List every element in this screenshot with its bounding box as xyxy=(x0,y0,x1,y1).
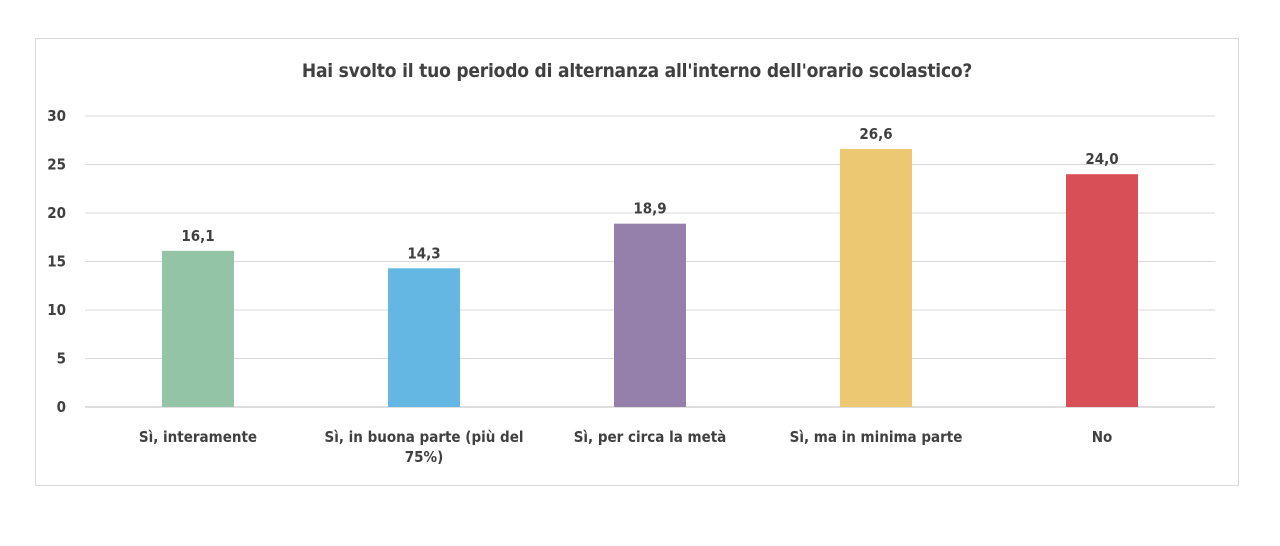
bar xyxy=(614,223,686,407)
y-tick-label: 15 xyxy=(47,253,66,271)
y-tick-label: 0 xyxy=(57,398,66,416)
bar xyxy=(840,148,912,408)
bar xyxy=(388,268,460,407)
data-label: 16,1 xyxy=(181,227,214,245)
data-label: 24,0 xyxy=(1085,150,1118,168)
x-tick-label: Sì, interamente xyxy=(138,428,258,446)
x-tick-label: Sì, per circa la metà xyxy=(573,428,727,446)
data-label: 18,9 xyxy=(633,200,666,218)
bar xyxy=(1066,174,1138,407)
y-tick-label: 5 xyxy=(57,350,66,368)
y-tick-label: 25 xyxy=(47,156,66,174)
x-tick-label: Sì, ma in minima parte xyxy=(789,428,963,446)
y-tick-label: 30 xyxy=(47,107,66,125)
x-tick-label: No xyxy=(1091,428,1113,446)
y-tick-label: 20 xyxy=(47,204,66,222)
data-label: 26,6 xyxy=(859,125,892,143)
y-tick-label: 10 xyxy=(47,301,66,319)
bar xyxy=(162,250,234,407)
x-tick-label: Sì, in buona parte (più del 75%) xyxy=(324,428,524,466)
data-label: 14,3 xyxy=(407,244,440,262)
chart-title: Hai svolto il tuo periodo di alternanza … xyxy=(301,60,973,82)
